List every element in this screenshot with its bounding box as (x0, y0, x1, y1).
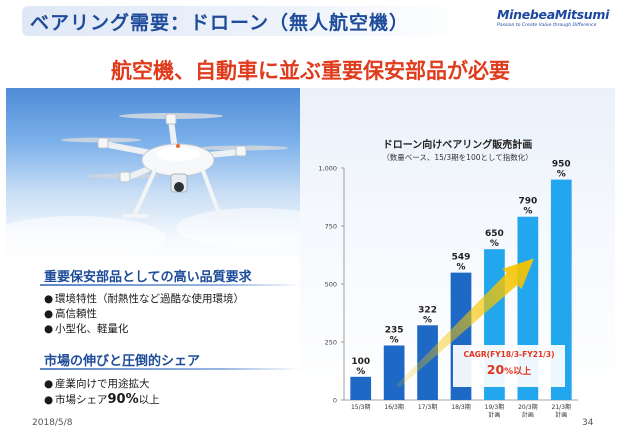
cagr-suffix: 以上 (513, 367, 532, 377)
y-tick-label: 0 (333, 397, 337, 405)
y-tick-label: 750 (325, 223, 337, 231)
growth-arrow-icon (396, 258, 534, 388)
data-label: 100 (351, 357, 370, 367)
data-label-unit: % (557, 170, 566, 180)
drone-icon (6, 113, 314, 260)
x-tick-label: 計画 (488, 411, 500, 419)
data-label: 650 (485, 229, 504, 239)
headline: 航空機、自動車に並ぶ重要保安部品が必要 (111, 59, 510, 83)
list-item-text: 高信頼性 (55, 308, 97, 320)
cagr-unit: % (504, 367, 514, 377)
data-label-unit: % (490, 239, 499, 249)
footer-date: 2018/5/8 (32, 418, 73, 428)
section-heading-quality: 重要保安部品としての高い品質要求 (44, 270, 252, 285)
list-item-text: 産業向けで用途拡大 (55, 378, 150, 390)
data-label-unit: % (390, 335, 399, 345)
x-tick-label: 19/3期 (485, 403, 504, 411)
bar (550, 179, 572, 400)
list-item: ● 産業向けで用途拡大 (44, 376, 150, 391)
data-label: 235 (385, 325, 404, 335)
brand-tagline: Passion to Create Value through Differen… (497, 23, 597, 28)
x-tick-label: 16/3期 (384, 403, 403, 411)
x-tick-label: 18/3期 (451, 403, 470, 411)
drone-photo (6, 88, 314, 263)
bullet-glyph: ● (44, 293, 54, 305)
list-item-text: 小型化、軽量化 (55, 323, 129, 335)
y-tick-label: 1,000 (318, 165, 337, 173)
cagr-number: 20 (486, 362, 505, 377)
bullet-glyph: ● (44, 323, 54, 335)
section-divider (40, 284, 302, 286)
data-label: 790 (518, 197, 537, 207)
cagr-label: CAGR(FY18/3-FY21/3) (463, 350, 555, 359)
page-number: 34 (582, 418, 594, 428)
x-tick-label: 計画 (522, 411, 534, 419)
chart-title: ドローン向けベアリング販売計画 (382, 140, 533, 151)
list-item: ● 市場シェア90%以上 (44, 392, 160, 407)
data-label-unit: % (356, 367, 365, 377)
x-tick-label: 計画 (555, 411, 567, 419)
bullet-glyph: ● (44, 378, 54, 390)
section-heading-market: 市場の伸びと圧倒的シェア (44, 354, 201, 369)
cagr-value: 20%以上 (453, 362, 565, 377)
brand-logo: MinebeaMitsumi Passion to Create Value t… (497, 7, 609, 35)
title-bar (22, 6, 467, 36)
bar (350, 376, 372, 400)
y-tick-label: 500 (325, 281, 337, 289)
list-item: ● 高信頼性 (44, 306, 97, 321)
list-item-text: 市場シェア (55, 394, 108, 406)
bullet-glyph: ● (44, 394, 54, 406)
list-item-text: 環境特性（耐熱性など過酷な使用環境） (55, 293, 244, 305)
data-label: 322 (418, 305, 437, 315)
section-divider (40, 368, 302, 370)
brand-name: MinebeaMitsumi (497, 7, 610, 22)
list-item-text: 以上 (138, 394, 160, 406)
x-tick-label: 15/3期 (351, 403, 370, 411)
bar (383, 345, 405, 400)
cagr-callout: CAGR(FY18/3-FY21/3) 20%以上 (453, 345, 565, 387)
data-label: 549 (452, 253, 471, 263)
bullet-glyph: ● (44, 308, 54, 320)
chart-subtitle: （数量ベース、15/3期を100として指数化） (382, 153, 533, 162)
list-item: ● 小型化、軽量化 (44, 321, 129, 336)
x-tick-label: 21/3期 (552, 403, 571, 411)
x-tick-label: 17/3期 (418, 403, 437, 411)
data-label: 950 (552, 160, 571, 170)
data-label-unit: % (523, 207, 532, 217)
market-share-value: 90% (107, 392, 139, 407)
list-item: ● 環境特性（耐熱性など過酷な使用環境） (44, 291, 244, 306)
x-tick-label: 20/3期 (518, 403, 537, 411)
data-label-unit: % (456, 263, 465, 273)
data-label-unit: % (423, 315, 432, 325)
slide-title: ベアリング需要：ドローン（無人航空機） (30, 12, 410, 34)
y-tick-label: 250 (325, 339, 337, 347)
